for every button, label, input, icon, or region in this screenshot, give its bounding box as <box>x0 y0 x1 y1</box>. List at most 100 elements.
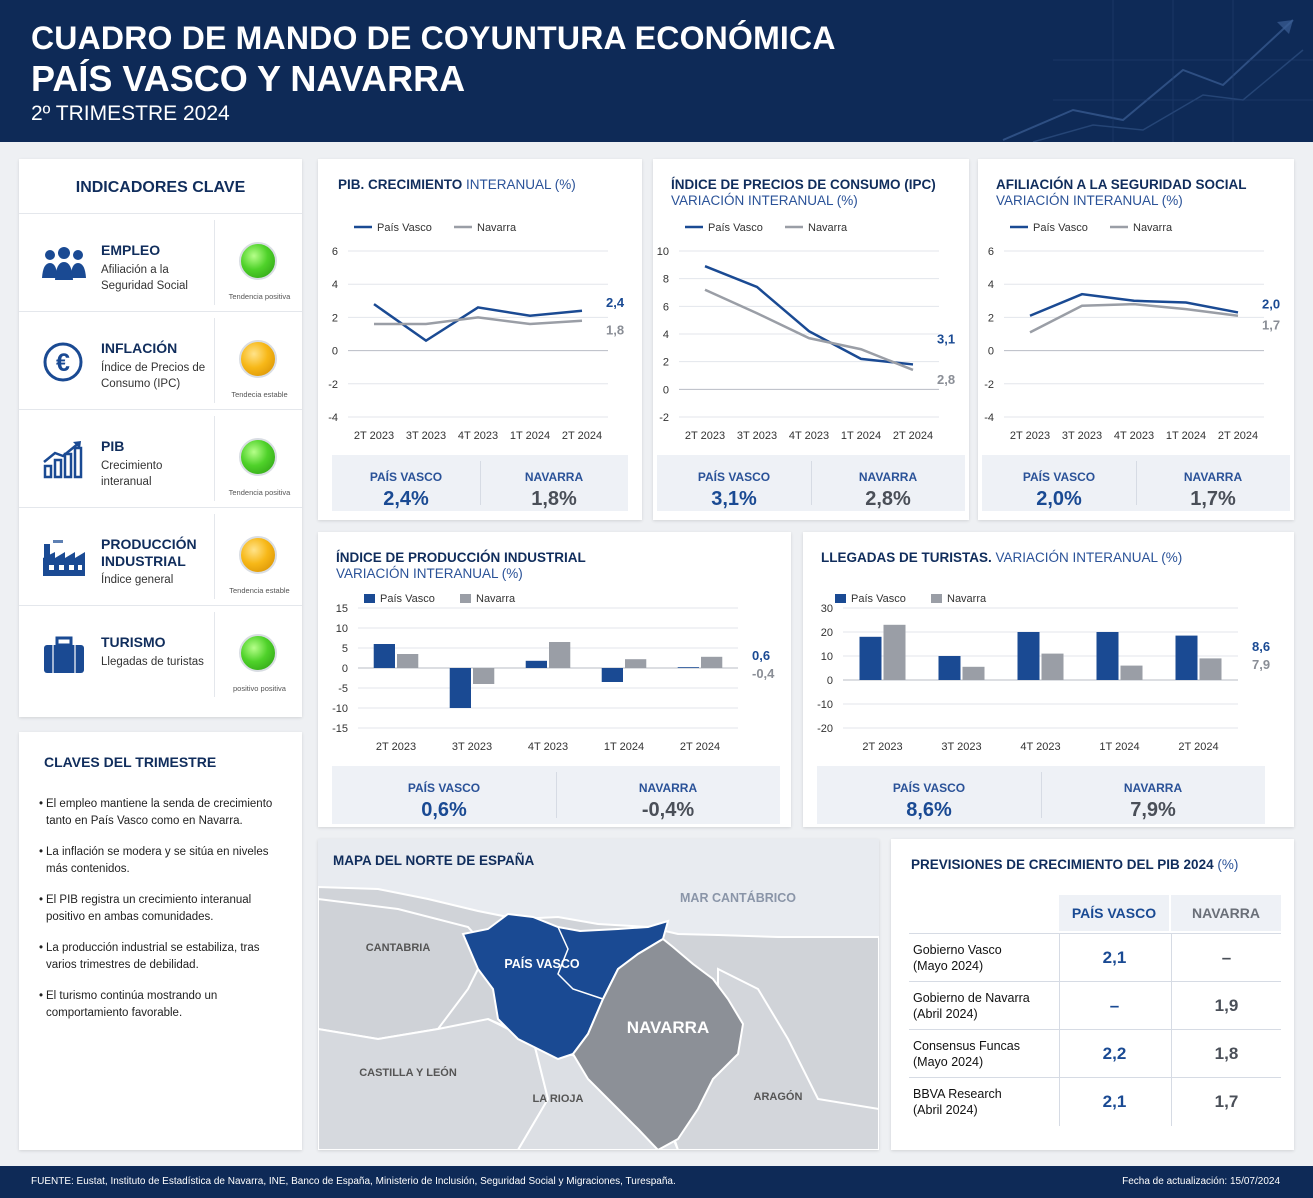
trend-label: Tendencia positiva <box>228 292 291 301</box>
y-tick-label: 6 <box>332 246 338 258</box>
y-tick-label: 0 <box>332 346 338 358</box>
y-tick-label: -2 <box>328 379 338 391</box>
key-indicators-title: INDICADORES CLAVE <box>75 179 246 196</box>
legend-label-nv: Navarra <box>808 222 848 234</box>
indicator-row: € INFLACIÓN Índice de Precios de Consumo (… <box>19 311 302 409</box>
indicator-desc: Índice de Precios de Consumo (IPC) <box>101 362 206 390</box>
kpi-box: PAÍS VASCO 0,6% NAVARRA -0,4% <box>332 766 780 824</box>
bar-navarra <box>701 656 723 668</box>
forecast-row: BBVA Research (Abril 2024) 2,1 1,7 <box>909 1077 1281 1126</box>
la-rioja-label: LA RIOJA <box>533 1093 584 1105</box>
indicator-desc: Llegadas de turistas <box>101 656 204 668</box>
y-tick-label: 4 <box>332 279 338 291</box>
kpi-value-pv: 2,4% <box>383 488 429 510</box>
bar-pais-vasco <box>525 660 547 668</box>
navarra-map-label: NAVARRA <box>627 1018 709 1037</box>
forecast-pv-value: – <box>1059 982 1169 1030</box>
bar-navarra <box>473 668 495 684</box>
kpi-value-nv: 2,8% <box>865 488 911 510</box>
header: CUADRO DE MANDO DE COYUNTURA ECONÓMICA P… <box>0 0 1313 142</box>
y-tick-label: -15 <box>332 723 348 735</box>
kpi-box: PAÍS VASCO 8,6% NAVARRA 7,9% <box>817 766 1265 824</box>
x-tick-label: 4T 2023 <box>1114 430 1154 442</box>
indicator-desc: Índice general <box>101 574 174 586</box>
kpi-value-pv: 0,6% <box>421 799 467 821</box>
end-label-pais-vasco: 2,0 <box>1262 296 1280 311</box>
y-tick-label: 6 <box>663 301 669 313</box>
legend-swatch-pv <box>364 594 375 603</box>
kpi-label-pv: PAÍS VASCO <box>407 781 481 795</box>
legend-swatch-nv <box>460 594 471 603</box>
chart-title: ÍNDICE DE PRODUCCIÓN INDUSTRIAL <box>336 550 586 565</box>
forecast-row: Consensus Funcas (Mayo 2024) 2,2 1,8 <box>909 1029 1281 1078</box>
traffic-light-yellow <box>239 340 277 378</box>
forecast-source: BBVA Research (Abril 2024) <box>913 1087 1002 1117</box>
legend-label-pv: País Vasco <box>377 222 432 234</box>
bar-navarra <box>1041 653 1064 680</box>
end-label-pais-vasco: 3,1 <box>937 332 955 347</box>
forecast-pv-value: 2,2 <box>1059 1030 1169 1078</box>
indicator-row: PIB Crecimiento interanual Tendencia posit… <box>19 409 302 507</box>
bar-navarra <box>625 659 647 668</box>
legend-swatch-nv <box>931 594 942 603</box>
y-tick-label: 4 <box>988 279 994 291</box>
x-tick-label: 1T 2024 <box>841 430 881 442</box>
x-tick-label: 2T 2024 <box>562 430 602 442</box>
end-label-navarra: 1,8 <box>606 323 624 338</box>
forecast-panel: PREVISIONES DE CRECIMIENTO DEL PIB 2024 … <box>891 839 1294 1150</box>
bar-navarra <box>397 654 419 668</box>
x-tick-label: 3T 2023 <box>1062 430 1102 442</box>
aragon-label: ARAGÓN <box>754 1090 803 1103</box>
y-tick-label: -2 <box>984 379 994 391</box>
line-pais-vasco <box>704 265 914 366</box>
y-tick-label: 20 <box>821 627 833 639</box>
people-icon <box>41 244 87 284</box>
indicator-name: INFLACIÓN <box>101 340 178 356</box>
quarter-key-bullet: El empleo mantiene la senda de crecimien… <box>39 796 279 830</box>
x-tick-label: 2T 2024 <box>893 430 933 442</box>
x-tick-label: 3T 2023 <box>452 741 492 753</box>
header-decoration-icon <box>1002 0 1313 142</box>
kpi-value-pv: 3,1% <box>711 488 757 510</box>
forecast-nv-value: – <box>1171 934 1281 982</box>
y-tick-label: 2 <box>663 357 669 369</box>
kpi-value-nv: 7,9% <box>1130 799 1176 821</box>
trend-label: Tendecia estable <box>231 390 288 399</box>
chart-title: ÍNDICE DE PRECIOS DE CONSUMO (IPC) <box>671 177 936 192</box>
kpi-value-pv: 2,0% <box>1036 488 1082 510</box>
forecast-source: Gobierno de Navarra (Abril 2024) <box>913 991 1030 1021</box>
forecast-pv-value: 2,1 <box>1059 934 1169 982</box>
kpi-value-nv: 1,7% <box>1190 488 1236 510</box>
x-tick-label: 4T 2023 <box>528 741 568 753</box>
quarter-key-bullet: La producción industrial se estabiliza, … <box>39 940 279 974</box>
forecast-row: Gobierno Vasco (Mayo 2024) 2,1– <box>909 933 1281 982</box>
map-panel: MAR CANTÁBRICO CANTABRIA PAÍS VASCO NAVA… <box>318 839 879 1150</box>
x-tick-label: 1T 2024 <box>1166 430 1206 442</box>
kpi-value-nv: 1,8% <box>531 488 577 510</box>
indicator-row: EMPLEO Afiliación a la Seguridad Social Te… <box>19 213 302 311</box>
traffic-light-green <box>239 438 277 476</box>
tourism-chart-panel: LLEGADAS DE TURISTAS. VARIACIÓN INTERANU… <box>803 532 1294 827</box>
col-navarra: NAVARRA <box>1192 905 1260 921</box>
castilla-leon-label: CASTILLA Y LEÓN <box>359 1066 457 1079</box>
chart-plot: País Vasco Navarra 6 4 2 0 -2 -4 2T 2023 3T 2023 4… <box>328 222 625 442</box>
y-tick-label: 6 <box>988 246 994 258</box>
x-tick-label: 1T 2024 <box>1099 741 1139 753</box>
quarter-key-bullet: El PIB registra un crecimiento interanua… <box>39 892 279 926</box>
kpi-box: PAÍS VASCO 2,0% NAVARRA 1,7% <box>982 455 1290 511</box>
x-tick-label: 2T 2023 <box>354 430 394 442</box>
x-tick-label: 4T 2023 <box>1020 741 1060 753</box>
indicator-desc: Afiliación a la Seguridad Social <box>101 264 188 292</box>
y-tick-label: 30 <box>821 603 833 615</box>
kpi-label-pv: PAÍS VASCO <box>369 470 443 484</box>
line-navarra <box>704 288 914 372</box>
line-pais-vasco <box>373 303 583 343</box>
kpi-label-nv: NAVARRA <box>524 470 584 484</box>
pib-chart-panel: PIB. CRECIMIENTO INTERANUAL (%) País Vasc… <box>318 159 642 520</box>
indicator-name: EMPLEO <box>101 242 161 258</box>
chart-plot: País Vasco Navarra 10 8 6 4 2 0 -2 2T 2023 3T 2023… <box>657 222 955 442</box>
end-label-navarra: 2,8 <box>937 372 955 387</box>
x-tick-label: 2T 2023 <box>1010 430 1050 442</box>
footer: FUENTE: Eustat, Instituto de Estadística… <box>0 1166 1313 1198</box>
y-tick-label: 2 <box>332 312 338 324</box>
